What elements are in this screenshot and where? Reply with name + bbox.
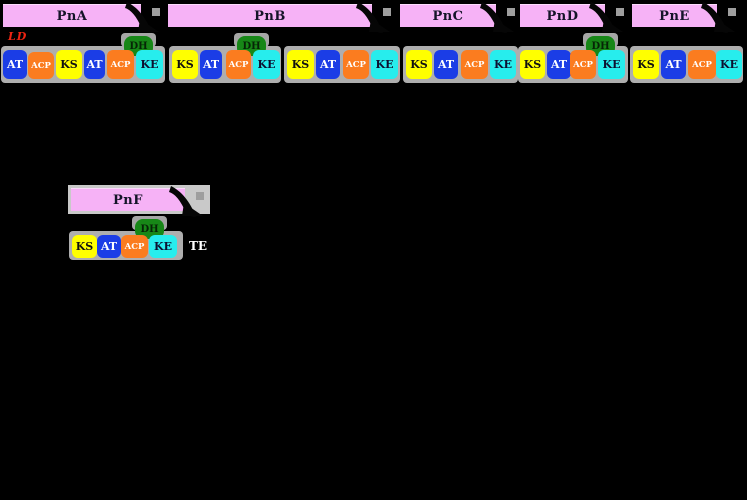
domain-at: AT: [434, 50, 458, 79]
domain-acp: ACP: [343, 50, 369, 79]
domain-acp: ACP: [226, 50, 251, 79]
gene-arrow-pnb: PnB: [168, 2, 391, 33]
domain-ks: KS: [406, 50, 432, 79]
domain-ks: KS: [287, 50, 314, 79]
domain-acp: ACP: [461, 50, 488, 79]
domain-ke: KE: [716, 50, 742, 79]
gene-arrowhead-icon: [480, 2, 515, 33]
domain-at: AT: [3, 50, 27, 79]
gene-arrow-pnc: PnC: [400, 2, 515, 33]
gene-label-pnf: PnF: [113, 192, 143, 208]
domain-ks: KS: [56, 50, 82, 79]
domain-ke: KE: [149, 235, 177, 258]
loading-module-label: LD: [8, 30, 28, 43]
gene-arrowhead-icon: [701, 2, 736, 33]
domain-acp: ACP: [570, 50, 596, 79]
domain-ks: KS: [520, 50, 545, 79]
gene-label-pnd: PnD: [546, 8, 579, 24]
domain-at: AT: [547, 50, 571, 79]
gene-arrowhead-icon: [169, 186, 204, 217]
domain-at: AT: [97, 235, 121, 258]
gene-arrow-pnf: PnF: [71, 186, 204, 217]
gene-arrowhead-icon: [589, 2, 624, 33]
gene-label-pne: PnE: [659, 8, 690, 24]
gene-label-pnc: PnC: [432, 8, 464, 24]
domain-at: AT: [200, 50, 222, 79]
domain-ks: KS: [72, 235, 97, 258]
domain-at: AT: [84, 50, 105, 79]
domain-ke: KE: [598, 50, 625, 79]
gene-arrowhead-icon: [125, 2, 160, 33]
gene-label-pna: PnA: [56, 8, 88, 24]
gene-arrow-pnd: PnD: [520, 2, 624, 33]
domain-ke: KE: [136, 50, 163, 79]
domain-at: AT: [661, 50, 686, 79]
domain-ke: KE: [253, 50, 280, 79]
domain-acp: ACP: [688, 50, 716, 79]
domain-ke: KE: [490, 50, 516, 79]
domain-ke: KE: [371, 50, 398, 79]
domain-acp: ACP: [28, 52, 54, 79]
thioesterase-label: TE: [189, 239, 208, 253]
domain-acp: ACP: [121, 235, 148, 258]
domain-at: AT: [316, 50, 340, 79]
domain-ks: KS: [633, 50, 659, 79]
gene-label-pnb: PnB: [254, 8, 286, 24]
domain-dh: DH: [135, 219, 164, 239]
gene-arrow-pne: PnE: [632, 2, 736, 33]
domain-ks: KS: [172, 50, 198, 79]
gene-arrowhead-icon: [356, 2, 391, 33]
gene-arrow-pna: PnA: [3, 2, 160, 33]
domain-acp: ACP: [107, 50, 134, 79]
